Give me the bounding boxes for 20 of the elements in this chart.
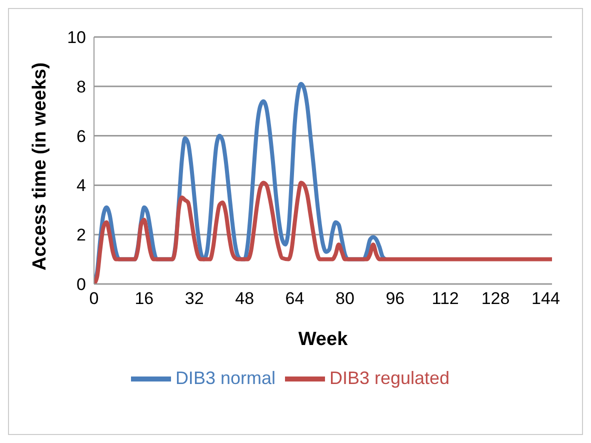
y-tick-label: 6 xyxy=(76,126,86,146)
y-tick-label: 8 xyxy=(76,77,86,96)
x-tick-label: 16 xyxy=(134,289,154,308)
x-tick-label: 80 xyxy=(336,289,354,308)
x-tick-label: 32 xyxy=(184,289,204,308)
y-tick-label: 4 xyxy=(76,176,86,196)
y-tick-label: 10 xyxy=(67,28,86,48)
x-axis-title: Week xyxy=(298,329,348,350)
x-tick-label: 96 xyxy=(386,289,405,308)
y-axis-title: Access time (in weeks) xyxy=(30,62,51,270)
x-tick-label: 0 xyxy=(89,289,99,308)
legend-label: DIB3 normal xyxy=(175,368,276,388)
y-tick-label: 2 xyxy=(76,226,86,245)
x-tick-label: 128 xyxy=(481,289,510,308)
y-tick-label: 0 xyxy=(76,275,86,294)
x-tick-label: 48 xyxy=(235,289,254,308)
x-tick-label: 112 xyxy=(432,289,459,308)
x-tick-label: 64 xyxy=(285,289,304,308)
legend-label: DIB3 regulated xyxy=(329,368,450,388)
x-tick-label: 144 xyxy=(532,289,560,308)
